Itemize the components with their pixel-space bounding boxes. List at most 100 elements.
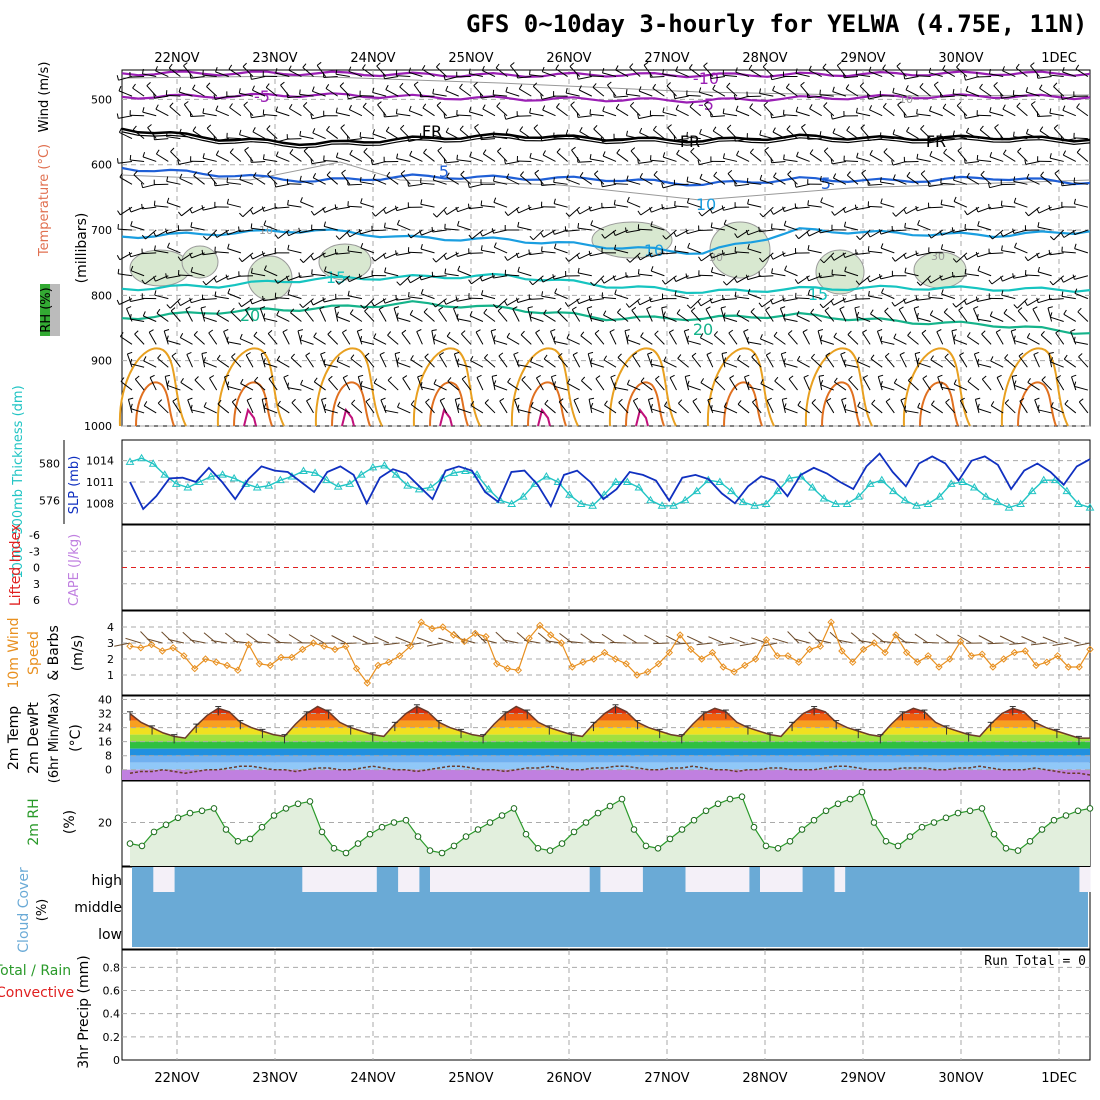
- rh-marker: [522, 830, 530, 838]
- wind-barb: [493, 180, 508, 185]
- wind-barb-flag: [372, 174, 376, 179]
- wind-barb: [624, 330, 629, 345]
- date-label-top: 23NOV: [252, 51, 297, 66]
- wind-tick-label: 2: [107, 653, 114, 666]
- wind-barb-flag: [387, 376, 392, 381]
- rh-legend-swatch-2: [50, 284, 60, 336]
- wind-barb-flag: [602, 106, 605, 112]
- wind-barb-flag: [457, 220, 460, 226]
- wind-barb-flag: [322, 252, 325, 258]
- wind-barb-flag: [915, 205, 918, 211]
- wind-barb-flag: [185, 306, 191, 310]
- wind-barb-flag: [249, 74, 252, 80]
- wind-barb: [287, 204, 302, 208]
- high-cloud-bar: [1015, 867, 1027, 892]
- wind-barb: [1017, 310, 1028, 322]
- wind-barb-flag: [616, 148, 621, 154]
- wind-barb: [797, 404, 810, 414]
- wind-barb-flag: [676, 309, 681, 314]
- low-level-contour-inner: [821, 381, 861, 427]
- wind-barb-flag: [166, 380, 170, 386]
- wind-barb-10m: [879, 640, 896, 644]
- wind-barb: [676, 313, 689, 322]
- date-label-bottom: 30NOV: [938, 1071, 983, 1086]
- dewpoint-line: [129, 765, 1091, 776]
- wind-barb: [410, 359, 423, 368]
- wind-barb-flag: [447, 377, 452, 382]
- wind-barb: [154, 250, 169, 254]
- wind-barb: [941, 204, 955, 208]
- high-cloud-bar: [366, 867, 378, 892]
- wind-barb: [541, 183, 556, 186]
- wind-barb: [360, 247, 375, 254]
- wind-barb-flag: [930, 355, 934, 361]
- wind-barb-flag: [806, 275, 810, 281]
- wind-barb-flag: [154, 290, 157, 296]
- wind-barb-flag: [952, 302, 957, 308]
- wind-barb-10m: [438, 637, 454, 644]
- wind-barb-flag: [395, 108, 398, 114]
- wind-barb: [735, 251, 750, 254]
- wind-barb: [825, 355, 835, 368]
- wind-barb: [194, 379, 205, 391]
- wind-barb: [1076, 152, 1089, 162]
- wind-barb: [594, 173, 605, 185]
- wind-barb: [965, 273, 980, 277]
- wind-barb-flag: [842, 252, 846, 258]
- wind-barb-flag: [1062, 105, 1066, 111]
- wind-barb-flag: [844, 404, 847, 410]
- wind-barb: [118, 90, 133, 97]
- wind-speed-marker: [126, 642, 134, 650]
- wind-barb-flag: [703, 62, 708, 67]
- cape-axis-label: CAPE (J/kg): [67, 534, 82, 606]
- wind-barb-flag: [1040, 330, 1045, 336]
- thickness-marker: [599, 490, 609, 498]
- contour-label: 15: [326, 268, 346, 287]
- high-cloud-bar: [185, 867, 197, 892]
- wind-barb-flag: [614, 244, 617, 250]
- wind-barb: [833, 336, 847, 345]
- wind-barb: [336, 316, 350, 322]
- thickness-marker: [611, 477, 621, 485]
- high-cloud-bar: [313, 867, 325, 892]
- wind-barb-flag: [663, 401, 668, 407]
- wind-barb: [337, 405, 351, 414]
- wind-barb-flag: [422, 103, 427, 109]
- wind-barb: [647, 399, 653, 414]
- wind-barb: [217, 403, 230, 414]
- wind-barb-flag: [826, 397, 832, 402]
- wind-barb-flag: [190, 266, 193, 273]
- high-cloud-bar: [866, 867, 878, 892]
- wind-barb: [461, 333, 472, 345]
- wind-barb-flag: [1060, 277, 1064, 283]
- wind-barb: [163, 330, 169, 345]
- wind-barb-flag: [274, 182, 277, 188]
- thickness-marker: [299, 466, 308, 475]
- wind-barb-flag: [763, 101, 768, 106]
- high-cloud-bar: [1079, 867, 1091, 892]
- wind-barb-flag: [481, 65, 485, 71]
- wind-barb-flag: [129, 314, 132, 320]
- wind-barb-flag: [319, 306, 325, 310]
- wind-barb: [363, 151, 375, 162]
- high-cloud-bar: [398, 867, 410, 892]
- wind-barb: [615, 69, 629, 77]
- wind-barb-flag: [795, 106, 799, 112]
- wind-barb-flag: [673, 135, 676, 141]
- wind-barb-flag: [379, 351, 385, 356]
- rh-marker: [1050, 816, 1058, 824]
- wind-barb-flag: [675, 104, 679, 110]
- wind-barb: [1077, 311, 1089, 322]
- wind-barb-flag: [116, 255, 121, 260]
- wind-speed-marker: [1010, 648, 1019, 657]
- wind-barb: [807, 138, 822, 140]
- wind-barb: [590, 407, 605, 414]
- wind-barb-flag: [206, 82, 211, 87]
- wind-barb: [953, 383, 968, 391]
- wind-barb: [214, 138, 229, 142]
- thickness-marker: [553, 477, 563, 485]
- freezing-contour-double: [121, 131, 1091, 149]
- wind-barb: [759, 134, 774, 140]
- wind-speed-marker: [913, 658, 922, 666]
- wind-barb: [783, 298, 798, 302]
